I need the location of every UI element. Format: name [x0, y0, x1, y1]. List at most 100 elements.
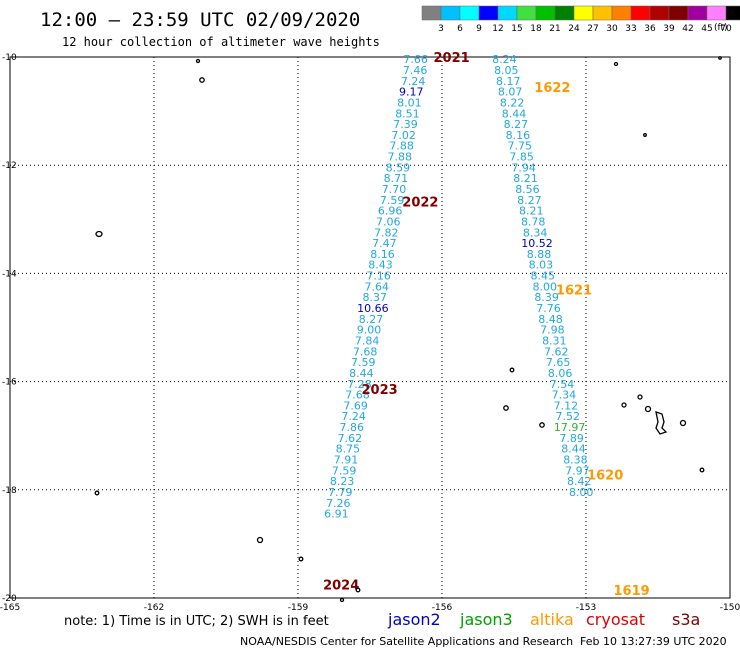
colorbar-swatch: [478, 5, 499, 21]
wave-height-value: 8.16: [506, 129, 531, 142]
colorbar-swatch: [725, 5, 740, 21]
colorbar-swatch: [421, 5, 442, 21]
colorbar-swatch: [573, 5, 594, 21]
colorbar-label: 9: [476, 24, 482, 34]
y-tick-label: -12: [2, 161, 17, 171]
wave-height-value: 8.03: [529, 259, 554, 272]
colorbar-label: 33: [625, 24, 636, 34]
satellite-legend: jason2 jason3 altika cryosat s3a: [387, 610, 700, 629]
wave-height-value: 7.52: [556, 410, 581, 423]
wave-height-value: 7.59: [380, 194, 405, 207]
wave-height-value: 7.28: [347, 378, 372, 391]
wave-height-value: 7.46: [403, 64, 428, 77]
wave-height-value: 8.27: [517, 194, 542, 207]
wave-height-value: 7.69: [343, 399, 368, 412]
wave-height-value: 8.34: [523, 226, 548, 239]
colorbar-label: 6: [457, 24, 463, 34]
x-tick-label: -153: [576, 603, 596, 613]
wave-height-value: 7.94: [511, 161, 536, 174]
colorbar-swatch: [592, 5, 613, 21]
x-tick-label: -159: [288, 603, 309, 613]
pass-time-label: 2021: [434, 51, 470, 66]
colorbar-swatch: [554, 5, 575, 21]
wave-height-value: 7.12: [554, 399, 579, 412]
wave-height-value: 7.82: [374, 226, 399, 239]
pass-time-label: 2024: [323, 578, 359, 593]
wave-height-value: 8.48: [538, 313, 563, 326]
wave-height-value: 7.02: [391, 129, 416, 142]
colorbar: 3 6 9 12 15 18 21 24 27 30 33 36 39 42 45 70: [421, 5, 740, 34]
island: [679, 419, 687, 427]
pass-time-label: 2022: [402, 195, 438, 210]
wave-height-value: 7.62: [338, 432, 363, 445]
series-altika: 8.248.058.178.078.228.448.278.167.757.85…: [492, 53, 593, 499]
wave-height-value: 8.16: [370, 248, 395, 261]
wave-height-value: 9.17: [399, 86, 424, 99]
island: [95, 230, 103, 238]
wave-height-value: 8.01: [397, 96, 422, 109]
island: [699, 467, 705, 473]
x-tick-label: -150: [720, 603, 740, 613]
wave-height-value: 8.75: [336, 443, 361, 456]
wave-height-value: 8.51: [395, 107, 420, 120]
wave-height-value: 7.62: [544, 345, 569, 358]
colorbar-swatch: [649, 5, 670, 21]
island: [637, 394, 643, 400]
islands: [94, 56, 722, 603]
x-tick-label: -156: [432, 603, 453, 613]
colorbar-label: 45: [701, 24, 712, 34]
pass-time-label: 1621: [556, 284, 592, 299]
wave-height-value: 10.66: [357, 302, 389, 315]
y-tick-label: -14: [2, 269, 17, 279]
wave-height-value: 8.22: [500, 96, 525, 109]
y-tick-label: -16: [2, 378, 17, 388]
wave-height-value: 6.91: [324, 508, 349, 521]
wave-height-value: 7.24: [341, 410, 366, 423]
wave-height-value: 7.26: [326, 497, 351, 510]
island: [655, 411, 668, 435]
plot-area: -165 -162 -159 -156 -153 -150 -10 -12 -14 -16 -18 -…: [0, 51, 740, 613]
wave-height-value: 10.52: [521, 237, 553, 250]
colorbar-label: 27: [587, 24, 598, 34]
colorbar-label: 39: [663, 24, 675, 34]
colorbar-label: 24: [568, 24, 580, 34]
legend-jason3: jason3: [459, 610, 513, 629]
legend-cryosat: cryosat: [586, 610, 645, 629]
wave-height-value: 7.65: [546, 356, 571, 369]
colorbar-label: 21: [549, 24, 560, 34]
pass-time-label: 1622: [534, 81, 570, 96]
island: [94, 490, 100, 496]
wave-height-value: 7.88: [389, 140, 414, 153]
island: [539, 422, 545, 428]
colorbar-label: 3: [438, 24, 444, 34]
wave-height-value: 7.24: [401, 75, 426, 88]
colorbar-label: 30: [606, 24, 618, 34]
wave-height-value: 7.34: [552, 389, 577, 402]
island: [613, 61, 619, 67]
y-tick-label: -10: [2, 53, 17, 63]
island: [503, 405, 509, 411]
colorbar-label: 70: [720, 24, 732, 34]
island: [256, 536, 264, 544]
wave-height-value: 7.68: [353, 345, 378, 358]
wave-height-value: 8.45: [531, 270, 556, 283]
plot-frame: [9, 56, 731, 599]
wave-height-value: 8.21: [513, 172, 538, 185]
wave-height-value: 8.31: [542, 334, 567, 347]
wave-height-value: 7.54: [550, 378, 575, 391]
colorbar-swatch: [440, 5, 461, 21]
island: [355, 587, 361, 593]
colorbar-swatch: [687, 5, 708, 21]
wave-height-value: 8.37: [363, 291, 388, 304]
pass-time-label: 2023: [362, 383, 398, 398]
wave-height-value: 7.75: [508, 140, 533, 153]
legend-altika: altika: [530, 610, 574, 629]
colorbar-swatch: [706, 5, 727, 21]
chart-subtitle: 12 hour collection of altimeter wave hei…: [62, 35, 380, 49]
wave-height-value: 7.88: [388, 151, 413, 164]
chart-title: 12:00 – 23:59 UTC 02/09/2020: [40, 9, 360, 31]
colorbar-swatch: [535, 5, 556, 21]
colorbar-unit: (ft): [714, 23, 728, 33]
legend-s3a: s3a: [672, 610, 700, 629]
island: [195, 58, 201, 64]
